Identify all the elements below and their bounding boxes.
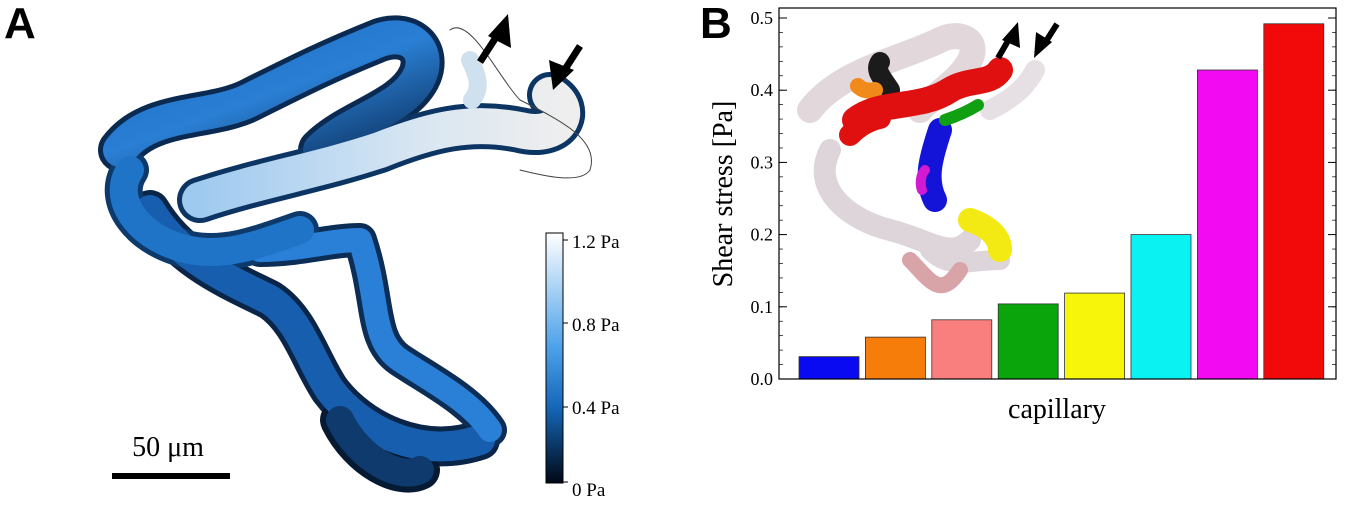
bars-group [798,23,1325,380]
colorbar-tick-label: 0 Pa [572,480,606,501]
y-tick-label: 0.2 [751,225,774,245]
y-axis-label: Shear stress [Pa] [708,101,739,288]
colorbar: 1.2 Pa 0.8 Pa 0.4 Pa 0 Pa [545,232,620,501]
bar-cyan [1130,234,1192,380]
y-tick-label: 0.1 [751,297,774,317]
colorbar-tick-label: 0.8 Pa [572,315,620,336]
shear-stress-bar-chart: 0.0 0.1 0.2 0.3 0.4 0.5 Shear stress [Pa] cap… [708,7,1337,425]
bar-red [1263,23,1325,380]
outflow-arrow-icon [477,14,511,64]
y-axis: 0.0 0.1 0.2 0.3 0.4 0.5 [751,8,1336,389]
inset-inflow-arrow-icon [1034,22,1060,58]
y-tick-label: 0.0 [751,369,774,389]
y-tick-label: 0.3 [751,152,774,172]
scale-bar [112,473,230,479]
vessel-network [98,15,592,493]
bar-orange [864,336,926,380]
colorbar-tick-label: 1.2 Pa [572,232,620,253]
vessel-network-figure: 50 μm 1.2 Pa 0.8 Pa 0.4 Pa 0 Pa [98,14,620,501]
bar-yellow [1064,292,1126,380]
panel-a: 50 μm 1.2 Pa 0.8 Pa 0.4 Pa 0 Pa [98,14,620,501]
y-tick-label: 0.5 [751,8,774,28]
bar-green [997,303,1059,380]
x-axis-label: capillary [1008,394,1106,425]
panel-b: 0.0 0.1 0.2 0.3 0.4 0.5 Shear stress [Pa] cap… [700,0,1353,503]
plot-frame [778,7,1337,380]
bar-blue [798,356,860,380]
inset-outflow-arrow-icon [995,22,1020,60]
panel-b-letter: B [700,0,732,48]
bar-magenta [1196,69,1258,380]
panel-a-letter: A [4,0,36,48]
y-tick-label: 0.4 [751,80,774,100]
bar-pink [931,319,993,380]
inset-capillary-network [797,23,1045,294]
scale-bar-label: 50 μm [132,432,204,463]
colorbar-tick-label: 0.4 Pa [572,398,620,419]
inflow-arrow-icon [549,44,583,90]
